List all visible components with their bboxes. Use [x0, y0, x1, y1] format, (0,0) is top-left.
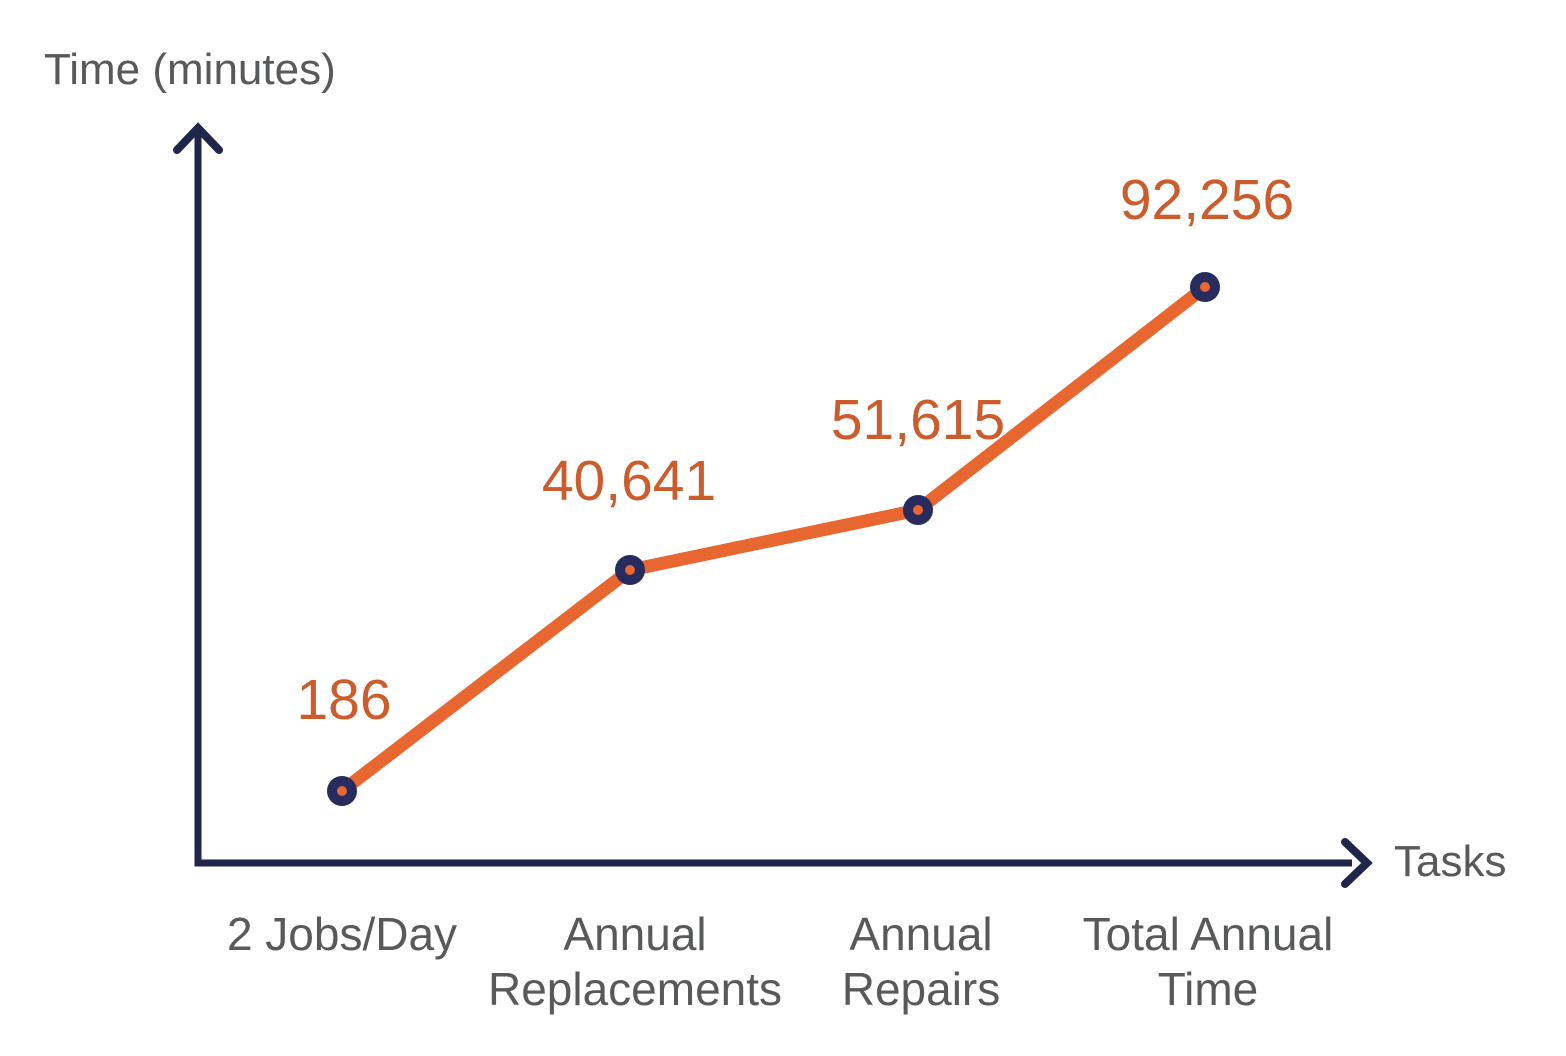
- y-axis-title: Time (minutes): [44, 45, 336, 94]
- y-axis-arrow-icon: [173, 122, 223, 154]
- value-label: 40,641: [541, 449, 717, 513]
- value-label: 92,256: [1119, 168, 1295, 232]
- x-axis-title: Tasks: [1394, 837, 1507, 886]
- marker-dot-icon: [1200, 282, 1210, 292]
- data-line: [335, 280, 1212, 798]
- x-category-label: Annual Replacements: [487, 908, 783, 1015]
- x-axis-arrow-icon: [1341, 838, 1373, 888]
- x-category-label: Annual Repairs: [841, 908, 1001, 1015]
- x-axis: [194, 838, 1373, 888]
- data-point-marker: [1190, 272, 1220, 302]
- data-point-marker: [327, 776, 357, 806]
- value-label: 186: [296, 668, 392, 732]
- y-axis: [173, 122, 223, 867]
- marker-dot-icon: [625, 565, 635, 575]
- data-point-marker: [615, 555, 645, 585]
- value-label: 51,615: [830, 388, 1006, 452]
- marker-dot-icon: [337, 786, 347, 796]
- data-point-marker: [903, 495, 933, 525]
- marker-dot-icon: [913, 505, 923, 515]
- x-category-label: 2 Jobs/Day: [226, 908, 458, 960]
- x-category-label: Total Annual Time: [1082, 908, 1334, 1015]
